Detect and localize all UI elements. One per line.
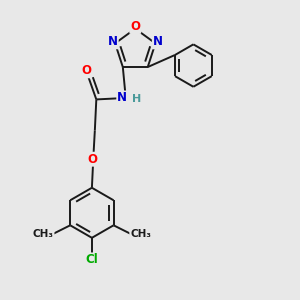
Text: N: N	[153, 35, 163, 48]
Text: O: O	[130, 20, 140, 33]
Text: CH₃: CH₃	[33, 229, 54, 239]
Text: O: O	[81, 64, 91, 77]
Text: O: O	[87, 153, 97, 166]
Text: N: N	[117, 92, 127, 104]
Text: Cl: Cl	[85, 254, 98, 266]
Text: CH₃: CH₃	[130, 229, 151, 239]
Text: H: H	[132, 94, 142, 104]
Text: N: N	[108, 35, 118, 48]
